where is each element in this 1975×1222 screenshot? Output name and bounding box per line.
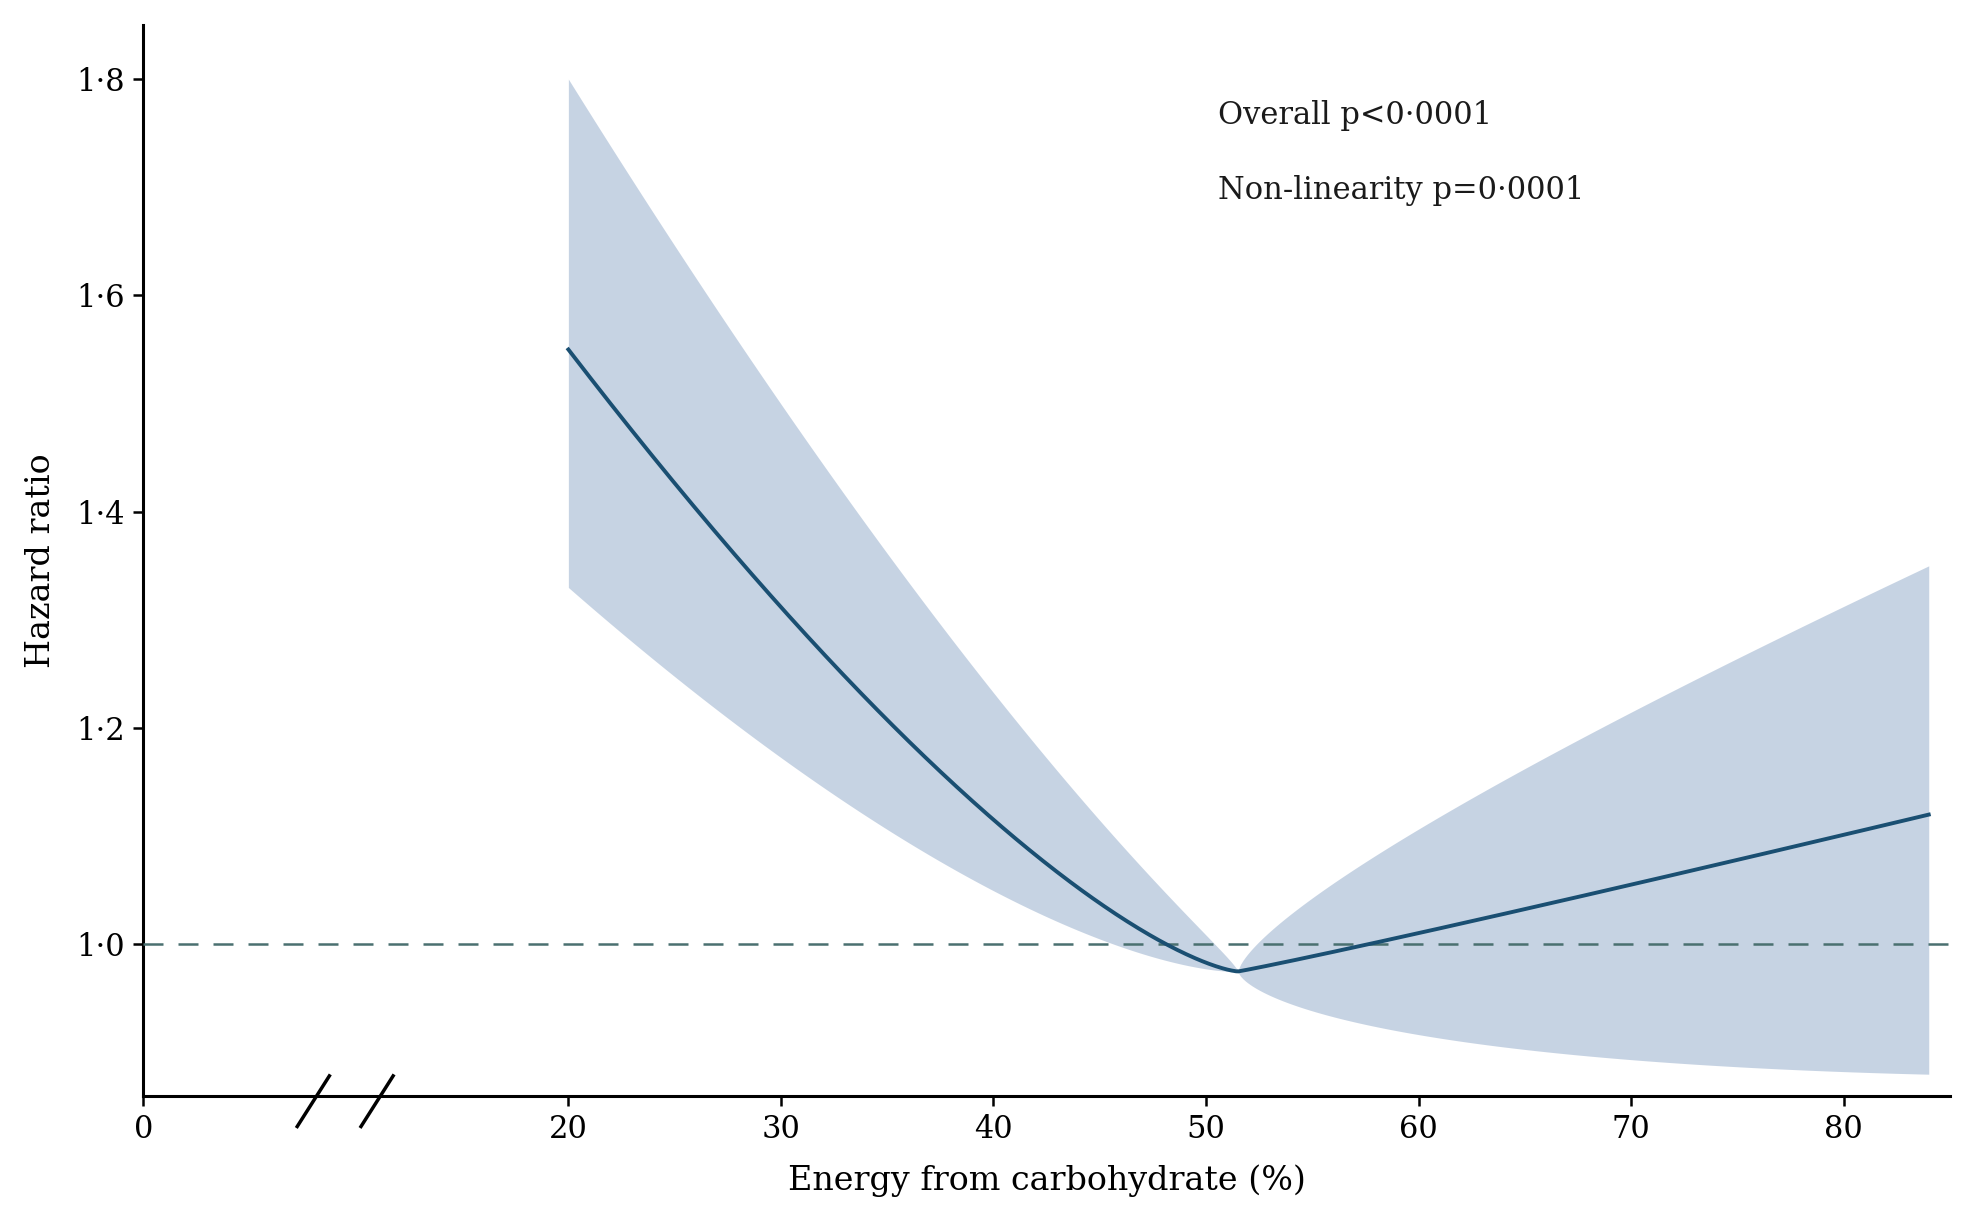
Y-axis label: Hazard ratio: Hazard ratio <box>26 453 57 667</box>
Text: Non-linearity p=0·0001: Non-linearity p=0·0001 <box>1219 175 1584 207</box>
X-axis label: Energy from carbohydrate (%): Energy from carbohydrate (%) <box>788 1165 1305 1198</box>
Text: Overall p<0·0001: Overall p<0·0001 <box>1219 100 1493 131</box>
